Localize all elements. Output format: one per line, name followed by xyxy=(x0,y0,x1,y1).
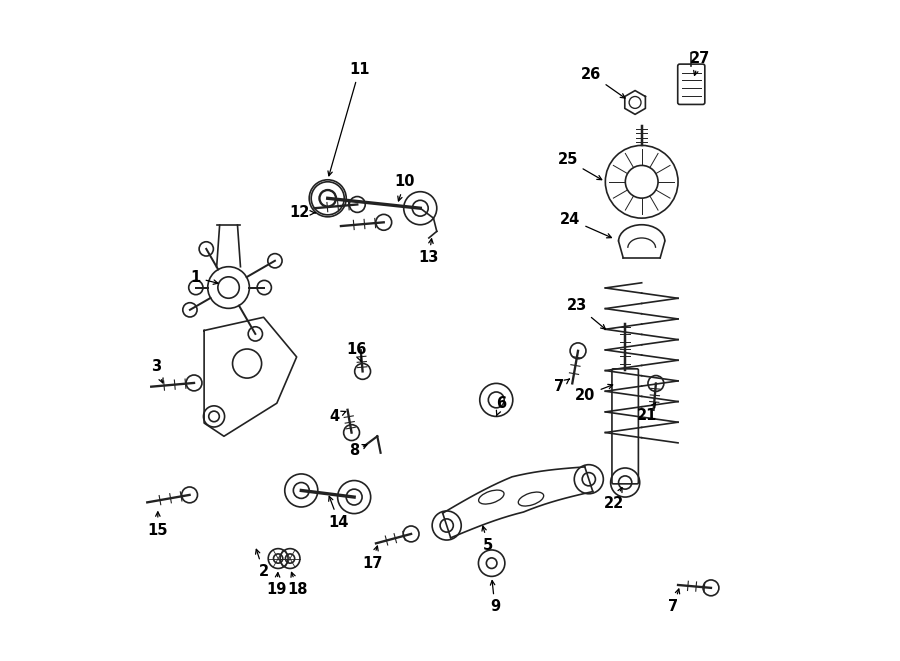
Text: 23: 23 xyxy=(567,298,606,329)
Text: 15: 15 xyxy=(148,512,168,537)
Text: 25: 25 xyxy=(557,153,602,180)
Text: 8: 8 xyxy=(349,444,367,458)
Text: 3: 3 xyxy=(151,360,163,383)
Text: 5: 5 xyxy=(482,526,493,553)
Text: 26: 26 xyxy=(580,67,626,98)
Text: 9: 9 xyxy=(490,580,500,614)
Text: 11: 11 xyxy=(328,62,370,176)
Text: 6: 6 xyxy=(497,396,507,416)
Text: 22: 22 xyxy=(604,488,624,511)
Text: 19: 19 xyxy=(266,572,287,597)
Text: 13: 13 xyxy=(418,239,439,265)
Text: 20: 20 xyxy=(575,385,613,403)
Text: 10: 10 xyxy=(395,175,415,201)
Text: 18: 18 xyxy=(288,572,308,597)
Text: 7: 7 xyxy=(554,379,570,394)
Text: 14: 14 xyxy=(328,496,349,529)
Text: 24: 24 xyxy=(560,212,611,238)
Text: 1: 1 xyxy=(191,270,218,285)
Text: 7: 7 xyxy=(669,589,680,614)
Text: 12: 12 xyxy=(289,206,315,220)
Text: 2: 2 xyxy=(256,549,269,579)
Text: 27: 27 xyxy=(689,51,710,75)
Text: 21: 21 xyxy=(637,403,657,422)
Text: 4: 4 xyxy=(329,409,346,424)
Text: 17: 17 xyxy=(362,546,382,570)
Text: 16: 16 xyxy=(346,342,366,362)
